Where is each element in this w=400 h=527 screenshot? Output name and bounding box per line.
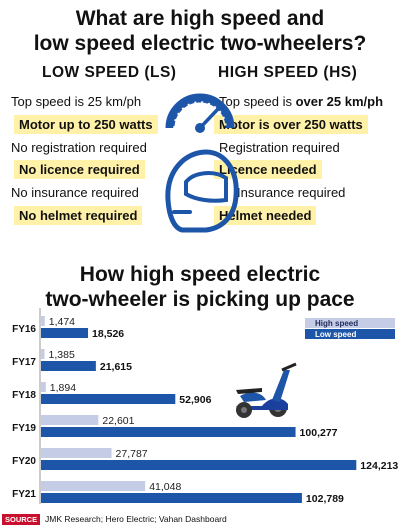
- high-speed-item-text: Helmet needed: [214, 206, 317, 225]
- legend-swatch-high-speed: [305, 318, 395, 328]
- high-speed-item-bold: over 250 watts: [273, 117, 363, 132]
- value-label-high-speed: 41,048: [149, 481, 181, 493]
- low-speed-item: No licence required: [14, 160, 145, 179]
- bar-high-speed: [41, 349, 45, 359]
- high-speed-item-text: Insurance required: [232, 183, 350, 202]
- helmet-icon: [165, 149, 239, 233]
- section2-title-line2: two-wheeler is picking up pace: [45, 288, 355, 311]
- source-tag: SOURCE: [2, 514, 41, 525]
- category-label: FY18: [12, 390, 36, 401]
- low-speed-item: No insurance required: [6, 185, 144, 200]
- bar-high-speed: [41, 382, 46, 392]
- section1-title-line1: What are high speed and: [75, 7, 325, 30]
- legend-label-low-speed: Low speed: [315, 330, 356, 339]
- legend-label-high-speed: High speed: [315, 319, 358, 328]
- value-label-high-speed: 1,385: [49, 349, 75, 361]
- category-label: FY17: [12, 357, 36, 368]
- legend-swatch-low-speed: [305, 329, 395, 339]
- bar-chart: FY16 1,474 18,526 FY17 1,385 21,615 FY18 1,894 5…: [12, 308, 398, 505]
- bar-low-speed: [41, 361, 96, 371]
- value-label-low-speed: 18,526: [92, 328, 124, 340]
- low-speed-item-text: No licence required: [14, 160, 145, 179]
- high-speed-item: Helmet needed: [214, 206, 317, 225]
- category-label: FY16: [12, 324, 36, 335]
- category-label: FY21: [12, 489, 36, 500]
- bar-high-speed: [41, 415, 99, 425]
- high-speed-item-text: Motor is over 250 watts: [214, 115, 368, 134]
- section1-title: What are high speed and low speed electr…: [0, 6, 400, 56]
- high-speed-item: Registration required: [214, 140, 345, 155]
- value-label-high-speed: 1,474: [49, 316, 75, 328]
- value-label-low-speed: 100,277: [300, 427, 338, 439]
- value-label-high-speed: 1,894: [50, 382, 76, 394]
- low-speed-item-text: Top speed is 25 km/ph: [11, 94, 142, 109]
- low-speed-item-text: No insurance required: [11, 185, 139, 200]
- high-speed-item: Licence needed: [214, 160, 322, 179]
- source-text: JMK Research; Hero Electric; Vahan Dashb…: [45, 514, 227, 524]
- section1-title-line2: low speed electric two-wheelers?: [33, 32, 367, 55]
- comparison-icons: [165, 93, 239, 233]
- high-speed-header: HIGH SPEED (HS): [218, 64, 358, 81]
- source-footer: SOURCE JMK Research; Hero Electric; Vaha…: [0, 513, 400, 527]
- category-label: FY19: [12, 423, 36, 434]
- low-speed-item: No helmet required: [14, 206, 143, 225]
- section2-title: How high speed electric two-wheeler is p…: [0, 262, 400, 312]
- section2-title-line1: How high speed electric: [79, 263, 321, 286]
- high-speed-item-text: Registration required: [214, 138, 345, 157]
- bar-low-speed: [41, 493, 302, 503]
- high-speed-item-bold: Helmet needed: [219, 208, 312, 223]
- bar-low-speed: [41, 394, 176, 404]
- bar-low-speed: [41, 460, 357, 470]
- low-speed-item: Top speed is 25 km/ph: [6, 94, 146, 109]
- high-speed-item: Motor is over 250 watts: [214, 115, 368, 134]
- high-speed-item-plain: Insurance required: [237, 185, 346, 200]
- bar-high-speed: [41, 316, 45, 326]
- bar-low-speed: [41, 427, 296, 437]
- high-speed-item: Insurance required: [232, 185, 350, 200]
- value-label-high-speed: 27,787: [116, 448, 148, 460]
- value-label-low-speed: 21,615: [100, 361, 132, 373]
- bar-low-speed: [41, 328, 89, 338]
- value-label-low-speed: 52,906: [179, 394, 211, 406]
- bar-high-speed: [41, 448, 112, 458]
- high-speed-item-plain: Top speed is: [219, 94, 296, 109]
- high-speed-item: Top speed is over 25 km/ph: [214, 94, 388, 109]
- low-speed-item-text: Motor up to 250 watts: [14, 115, 158, 134]
- high-speed-item-text: Top speed is over 25 km/ph: [214, 92, 388, 111]
- low-speed-item: No registration required: [6, 140, 152, 155]
- low-speed-header: LOW SPEED (LS): [42, 64, 177, 81]
- speedometer-icon: [165, 93, 235, 133]
- low-speed-item: Motor up to 250 watts: [14, 115, 158, 134]
- scooter-illustration: [236, 362, 297, 418]
- high-speed-item-plain: Registration required: [219, 140, 340, 155]
- value-label-low-speed: 124,213: [360, 460, 398, 472]
- category-label: FY20: [12, 456, 36, 467]
- low-speed-item-text: No helmet required: [14, 206, 143, 225]
- high-speed-item-text: Licence needed: [214, 160, 322, 179]
- low-speed-item-text: No registration required: [11, 140, 147, 155]
- value-label-high-speed: 22,601: [102, 415, 134, 427]
- value-label-low-speed: 102,789: [306, 493, 344, 505]
- bar-high-speed: [41, 481, 146, 491]
- high-speed-item-bold: Licence needed: [219, 162, 317, 177]
- high-speed-item-bold: over 25 km/ph: [295, 94, 384, 109]
